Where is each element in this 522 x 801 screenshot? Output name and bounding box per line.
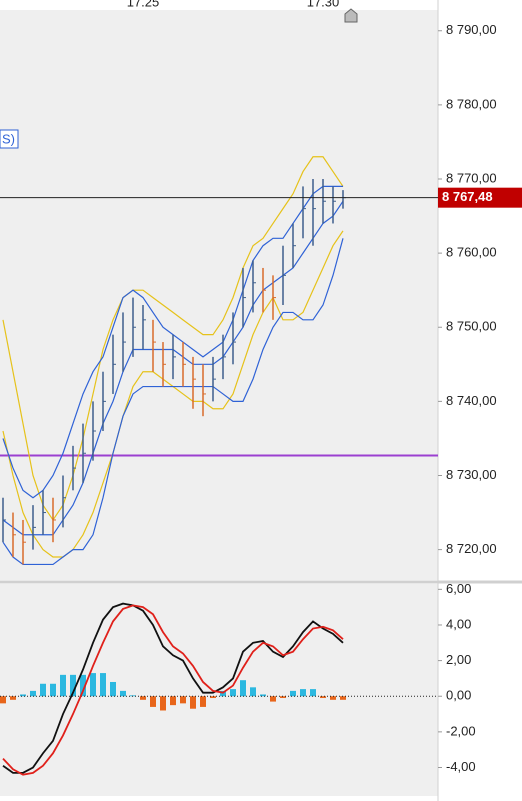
histogram-bar [170,696,176,706]
y-tick-label: 8 770,00 [446,170,497,185]
histogram-bar [240,680,246,697]
histogram-bar [180,696,186,704]
histogram-bar [260,694,266,697]
histogram-bar [320,696,326,699]
scroll-marker[interactable] [344,8,358,23]
histogram-bar [20,694,26,697]
histogram-bar [300,689,306,697]
legend-fragment: S) [2,131,15,146]
y-tick-label: 8 740,00 [446,393,497,408]
histogram-bar [70,674,76,697]
histogram-bar [150,696,156,707]
histogram-bar [10,696,16,700]
histogram-bar [130,695,136,697]
histogram-bar [110,681,116,697]
y-tick-label: 2,00 [446,652,471,667]
y-tick-label: 8 750,00 [446,319,497,334]
histogram-bar [210,696,216,699]
y-tick-label: 8 760,00 [446,245,497,260]
y-tick-label: 8 780,00 [446,96,497,111]
histogram-bar [100,673,106,697]
histogram-bar [140,696,146,700]
legend-box[interactable] [0,129,19,149]
histogram-bar [270,696,276,702]
indicator-line [2,156,344,522]
histogram-bar [90,673,96,697]
histogram-bar [290,690,296,697]
x-tick-label: 17.25 [127,0,160,9]
histogram-bar [190,696,196,709]
x-tick-label: 17.30 [307,0,340,9]
indicator-line [2,238,344,566]
y-tick-label: 4,00 [446,616,471,631]
y-tick-label: -4,00 [446,759,476,774]
histogram-bar [160,696,166,711]
histogram-bar [280,696,286,699]
histogram-bar [330,696,336,700]
histogram-bar [340,696,346,700]
histogram-bar [310,689,316,697]
y-tick-label: 8 720,00 [446,541,497,556]
histogram-bar [50,683,56,697]
histogram-bar [80,674,86,697]
y-tick-label: 0,00 [446,688,471,703]
y-tick-label: 8 730,00 [446,467,497,482]
y-tick-label: 6,00 [446,581,471,596]
y-tick-label: -2,00 [446,723,476,738]
y-tick-label: 8 790,00 [446,22,497,37]
histogram-bar [250,687,256,697]
histogram-bar [40,683,46,697]
histogram-bar [230,689,236,697]
histogram-bar [120,690,126,697]
price-label: 8 767,48 [442,189,493,204]
histogram-bar [30,690,36,697]
histogram-bar [0,696,6,704]
histogram-bar [60,674,66,697]
price-label-box [438,187,522,208]
indicator-line [2,185,343,499]
macd-line [2,604,344,776]
histogram-bar [200,696,206,707]
price-panel [0,10,438,580]
